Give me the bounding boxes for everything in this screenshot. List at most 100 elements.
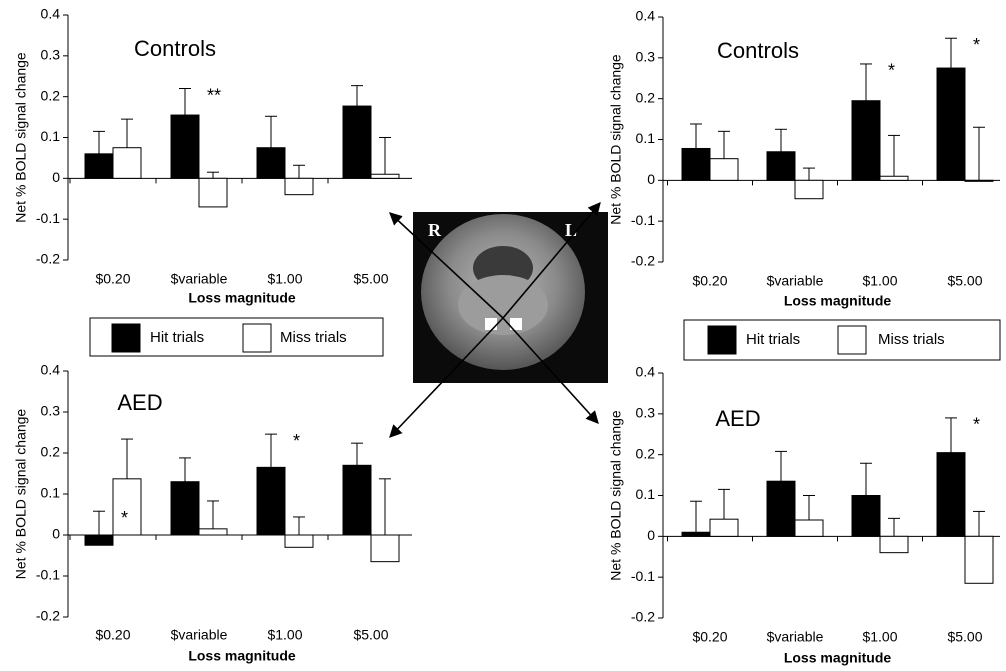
bar — [767, 152, 795, 181]
bar — [257, 467, 285, 535]
x-tick-label: $1.00 — [267, 271, 302, 287]
bar — [371, 535, 399, 562]
bar — [285, 178, 313, 194]
y-tick-label: 0.1 — [41, 128, 61, 144]
bar — [852, 496, 880, 537]
legend-label: Miss trials — [280, 329, 347, 346]
y-tick-label: -0.2 — [36, 251, 60, 267]
y-tick-label: 0.3 — [41, 47, 61, 63]
y-tick-label: 0.3 — [636, 405, 656, 421]
y-tick-label: 0.4 — [41, 362, 61, 378]
x-axis-title: Loss magnitude — [784, 293, 892, 309]
chart-title: Controls — [134, 36, 216, 61]
y-tick-label: 0 — [52, 169, 60, 185]
legend: Hit trials Miss trials — [684, 320, 1000, 360]
bar — [682, 148, 710, 180]
legend-label: Miss trials — [878, 331, 945, 348]
y-tick-label: 0.2 — [41, 87, 61, 103]
x-tick-label: $variable — [767, 273, 824, 289]
significance-marker: * — [973, 415, 980, 435]
y-tick-label: 0 — [52, 526, 60, 542]
bar — [199, 178, 227, 207]
x-tick-label: $0.20 — [692, 273, 727, 289]
bar — [880, 176, 908, 180]
bar — [937, 68, 965, 180]
x-tick-label: $variable — [171, 627, 228, 643]
bar — [682, 532, 710, 536]
y-tick-label: 0.2 — [636, 89, 656, 105]
significance-marker: * — [973, 35, 980, 55]
bar — [937, 453, 965, 537]
x-axis-title: Loss magnitude — [188, 290, 296, 306]
bar — [880, 536, 908, 552]
bar — [257, 148, 285, 179]
bar — [965, 180, 993, 181]
y-tick-label: 0.1 — [636, 130, 656, 146]
chart-panel: -0.2 -0.1 0 0.1 0.2 0.3 0.4 Controls Net % BOLD … — [13, 6, 412, 306]
x-tick-label: $5.00 — [353, 627, 388, 643]
bar — [343, 106, 371, 178]
bar — [965, 536, 993, 583]
significance-marker: * — [888, 61, 895, 81]
x-tick-label: $1.00 — [862, 273, 897, 289]
y-tick-label: -0.2 — [631, 609, 655, 625]
chart-title: Controls — [717, 38, 799, 63]
bar — [767, 481, 795, 536]
y-axis-title: Net % BOLD signal change — [13, 52, 29, 223]
legend: Hit trials Miss trials — [90, 318, 383, 356]
bar — [710, 159, 738, 181]
legend-label: Hit trials — [746, 331, 800, 348]
bar — [795, 520, 823, 536]
y-tick-label: -0.1 — [631, 568, 655, 584]
bar — [285, 535, 313, 547]
y-tick-label: 0.1 — [636, 486, 656, 502]
y-tick-label: 0.2 — [636, 445, 656, 461]
y-tick-label: 0 — [647, 171, 655, 187]
legend-label: Hit trials — [150, 329, 204, 346]
x-tick-label: $variable — [171, 271, 228, 287]
y-tick-label: -0.1 — [36, 567, 60, 583]
hemisphere-label: R — [428, 220, 442, 240]
y-tick-label: 0.1 — [41, 485, 61, 501]
y-axis-title: Net % BOLD signal change — [608, 54, 624, 225]
y-axis-title: Net % BOLD signal change — [13, 409, 29, 580]
x-tick-label: $variable — [767, 629, 824, 645]
bar — [343, 465, 371, 535]
bar — [171, 115, 199, 178]
chart-title: AED — [117, 390, 162, 415]
bar — [85, 154, 113, 179]
bar — [199, 529, 227, 535]
bar — [852, 101, 880, 181]
bar — [795, 180, 823, 198]
x-tick-label: $5.00 — [947, 273, 982, 289]
y-tick-label: -0.2 — [36, 608, 60, 624]
bar — [171, 482, 199, 535]
y-tick-label: 0.3 — [636, 49, 656, 65]
significance-marker: * — [121, 508, 128, 528]
bar — [85, 535, 113, 545]
chart-panel: -0.2 -0.1 0 0.1 0.2 0.3 0.4 Controls Net % BOLD … — [608, 8, 1000, 309]
brain-image: R L — [413, 212, 608, 383]
x-tick-label: $0.20 — [692, 629, 727, 645]
x-tick-label: $5.00 — [947, 629, 982, 645]
y-tick-label: 0.4 — [636, 364, 656, 380]
y-tick-label: -0.1 — [631, 212, 655, 228]
x-tick-label: $0.20 — [95, 271, 130, 287]
x-tick-label: $1.00 — [267, 627, 302, 643]
y-tick-label: 0.3 — [41, 403, 61, 419]
significance-marker: ** — [207, 85, 221, 105]
figure: R L Hit trials Miss trials Hit trials Mi… — [0, 0, 1006, 671]
chart-title: AED — [715, 406, 760, 431]
x-tick-label: $5.00 — [353, 271, 388, 287]
y-tick-label: -0.2 — [631, 253, 655, 269]
y-tick-label: 0.4 — [636, 8, 656, 24]
x-axis-title: Loss magnitude — [784, 650, 892, 666]
x-tick-label: $1.00 — [862, 629, 897, 645]
x-tick-label: $0.20 — [95, 627, 130, 643]
bar — [113, 148, 141, 179]
y-tick-label: 0.4 — [41, 6, 61, 22]
bar — [710, 519, 738, 536]
y-tick-label: 0 — [647, 527, 655, 543]
y-tick-label: -0.1 — [36, 210, 60, 226]
